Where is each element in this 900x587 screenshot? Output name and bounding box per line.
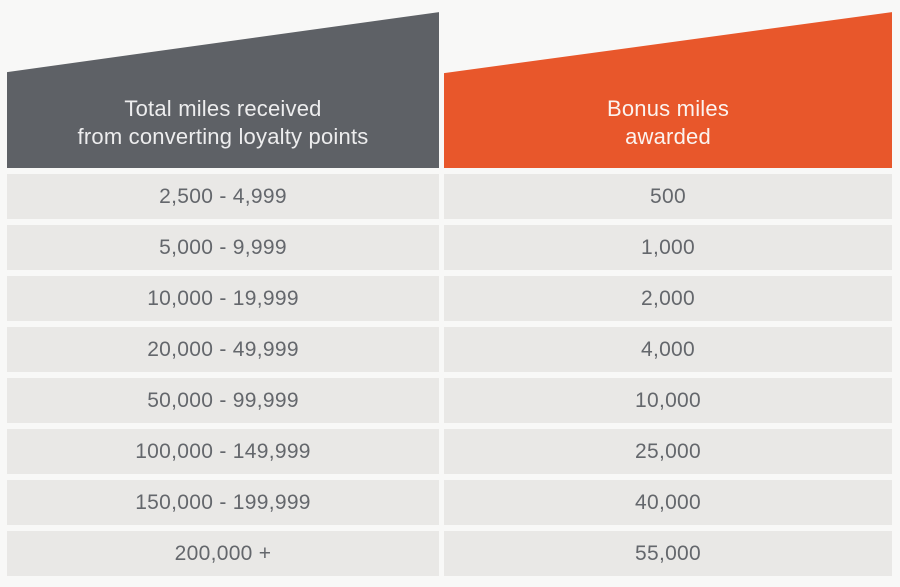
table-row: 5,000 - 9,999 1,000 (7, 225, 892, 270)
table-row: 150,000 - 199,999 40,000 (7, 480, 892, 525)
bonus-miles-cell: 55,000 (444, 531, 892, 576)
column-header-total-miles-line2: from converting loyalty points (77, 124, 369, 149)
table-body: 2,500 - 4,999 500 5,000 - 9,999 1,000 10,000… (7, 174, 892, 576)
table-row: 10,000 - 19,999 2,000 (7, 276, 892, 321)
column-header-total-miles: Total miles received from converting loy… (7, 12, 439, 168)
miles-range-cell: 50,000 - 99,999 (7, 378, 439, 423)
column-header-bonus-miles-line2: awarded (625, 124, 711, 149)
table-header-row: Total miles received from converting loy… (7, 0, 892, 168)
column-header-bonus-miles-line1: Bonus miles (606, 96, 730, 121)
bonus-miles-cell: 500 (444, 174, 892, 219)
miles-range-cell: 10,000 - 19,999 (7, 276, 439, 321)
column-header-bonus-miles: Bonus miles awarded (444, 12, 892, 168)
bonus-miles-cell: 4,000 (444, 327, 892, 372)
column-header-total-miles-line1: Total miles received (124, 96, 322, 121)
miles-range-cell: 150,000 - 199,999 (7, 480, 439, 525)
miles-range-cell: 200,000 + (7, 531, 439, 576)
table-row: 200,000 +55,000 (7, 531, 892, 576)
table-row: 2,500 - 4,999 500 (7, 174, 892, 219)
table-row: 20,000 - 49,999 4,000 (7, 327, 892, 372)
table-row: 50,000 - 99,999 10,000 (7, 378, 892, 423)
bonus-miles-cell: 2,000 (444, 276, 892, 321)
bonus-miles-cell: 1,000 (444, 225, 892, 270)
table-row: 100,000 - 149,999 25,000 (7, 429, 892, 474)
bonus-miles-cell: 40,000 (444, 480, 892, 525)
bonus-miles-cell: 10,000 (444, 378, 892, 423)
miles-range-cell: 100,000 - 149,999 (7, 429, 439, 474)
miles-range-cell: 2,500 - 4,999 (7, 174, 439, 219)
miles-range-cell: 5,000 - 9,999 (7, 225, 439, 270)
bonus-miles-cell: 25,000 (444, 429, 892, 474)
miles-range-cell: 20,000 - 49,999 (7, 327, 439, 372)
